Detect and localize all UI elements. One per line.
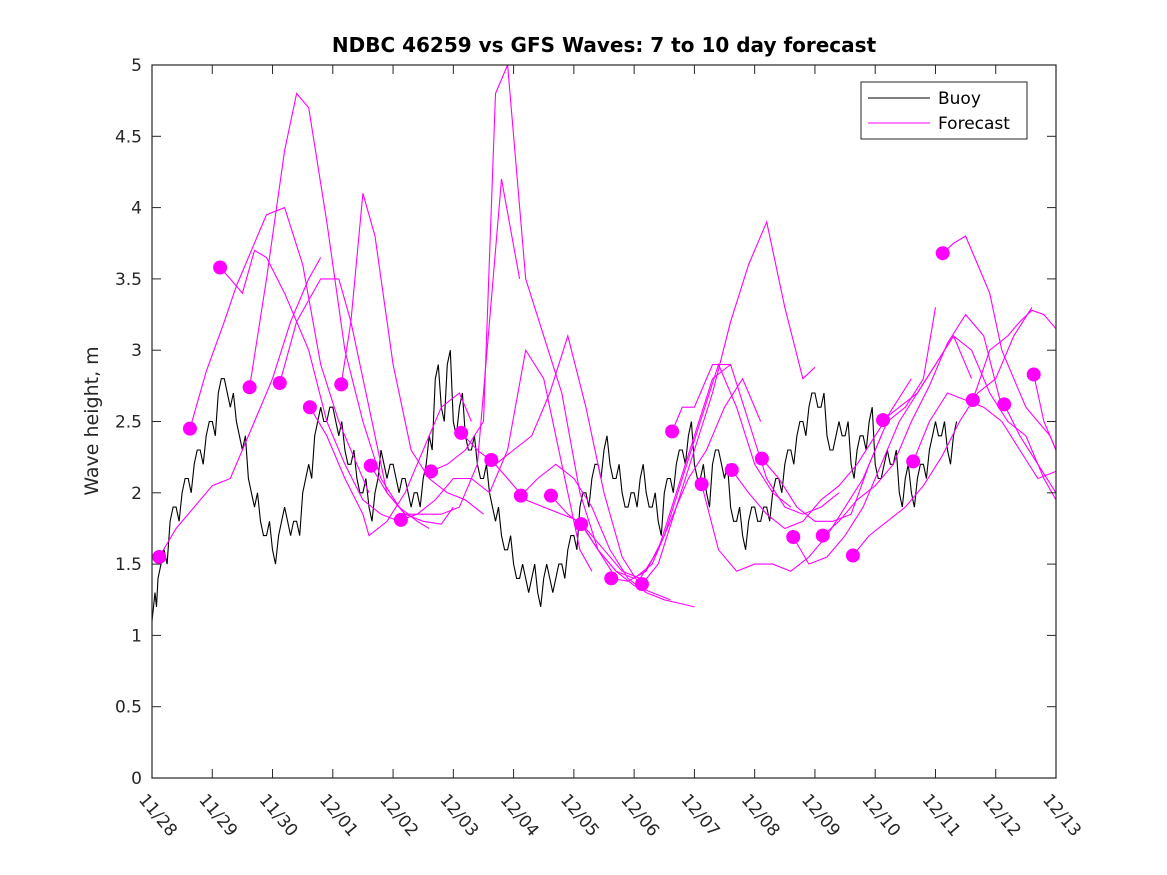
forecast-line-f26 <box>912 392 1057 480</box>
forecast-line-f25 <box>882 335 1057 501</box>
y-tick-label: 1 <box>131 626 142 646</box>
forecast-start-point <box>484 453 499 468</box>
forecast-start-point <box>906 454 921 469</box>
forecast-line-f08 <box>370 179 521 515</box>
forecast-start-point <box>334 377 349 392</box>
legend-label-buoy: Buoy <box>938 89 981 109</box>
forecast-start-point <box>786 530 801 545</box>
y-axis: 0 0.5 1 1.5 2 2.5 3 3.5 4 4.5 5 <box>115 56 1056 789</box>
buoy-series <box>151 350 958 622</box>
forecast-line-f29 <box>1003 404 1057 494</box>
forecast-line-f05 <box>279 278 454 525</box>
legend: Buoy Forecast <box>860 81 1028 140</box>
forecast-start-point <box>876 413 891 428</box>
forecast-start-point <box>845 548 860 563</box>
forecast-start-point <box>754 451 769 466</box>
y-tick-label: 5 <box>131 56 142 76</box>
forecast-start-point <box>272 375 287 390</box>
forecast-line-f09 <box>400 348 593 572</box>
y-axis-label: Wave height, m <box>81 346 103 495</box>
forecast-line-f19 <box>701 435 882 572</box>
forecast-start-point <box>393 512 408 527</box>
forecast-start-point <box>424 464 439 479</box>
forecast-start-points <box>152 246 1041 592</box>
forecast-start-point <box>152 549 167 564</box>
forecast-start-point <box>815 528 830 543</box>
forecast-line-f27 <box>942 235 1057 451</box>
forecast-line-f30 <box>1033 374 1057 451</box>
forecast-line-f01 <box>158 257 322 558</box>
forecast-line-f24 <box>852 307 1033 556</box>
chart-title: NDBC 46259 vs GFS Waves: 7 to 10 day for… <box>332 33 877 57</box>
y-tick-label: 0.5 <box>115 698 142 718</box>
forecast-start-point <box>724 462 739 477</box>
forecast-start-point <box>302 400 317 415</box>
forecast-start-point <box>574 517 589 532</box>
forecast-start-point <box>513 488 528 503</box>
y-tick-label: 2.5 <box>115 413 142 433</box>
y-tick-label: 4 <box>131 199 142 219</box>
forecast-line-f28 <box>972 309 1057 401</box>
legend-label-forecast: Forecast <box>938 114 1010 134</box>
y-tick-label: 2 <box>131 484 142 504</box>
forecast-line-f10 <box>430 64 617 579</box>
y-tick-label: 0 <box>131 769 142 789</box>
forecast-start-point <box>997 397 1012 412</box>
forecast-line-f04 <box>249 92 430 529</box>
forecast-start-point <box>965 393 980 408</box>
y-tick-label: 1.5 <box>115 555 142 575</box>
forecast-start-point <box>543 488 558 503</box>
forecast-start-point <box>363 458 378 473</box>
forecast-start-point <box>242 380 257 395</box>
forecast-line-f15 <box>580 377 762 580</box>
forecast-line-f07 <box>340 193 484 515</box>
forecast-start-point <box>604 571 619 586</box>
plot-area <box>152 65 1056 778</box>
forecast-start-point <box>935 246 950 261</box>
y-tick-label: 3 <box>131 341 142 361</box>
forecast-line-f17 <box>641 220 816 585</box>
forecast-start-point <box>694 477 709 492</box>
forecast-line-f23 <box>822 313 1003 537</box>
forecast-line-f06 <box>309 392 472 537</box>
y-tick-label: 3.5 <box>115 270 142 290</box>
forecast-line-f13 <box>520 463 695 608</box>
forecast-start-point <box>1026 367 1041 382</box>
forecast-line-f18 <box>671 363 840 515</box>
legend-box <box>860 81 1028 140</box>
forecast-line-f16 <box>611 362 792 582</box>
buoy-line <box>151 350 958 622</box>
forecast-start-point <box>182 421 197 436</box>
forecast-start-point <box>213 260 228 275</box>
y-tick-label: 4.5 <box>115 127 142 147</box>
forecast-start-point <box>634 577 649 592</box>
forecast-start-point <box>454 425 469 440</box>
forecast-start-point <box>665 424 680 439</box>
